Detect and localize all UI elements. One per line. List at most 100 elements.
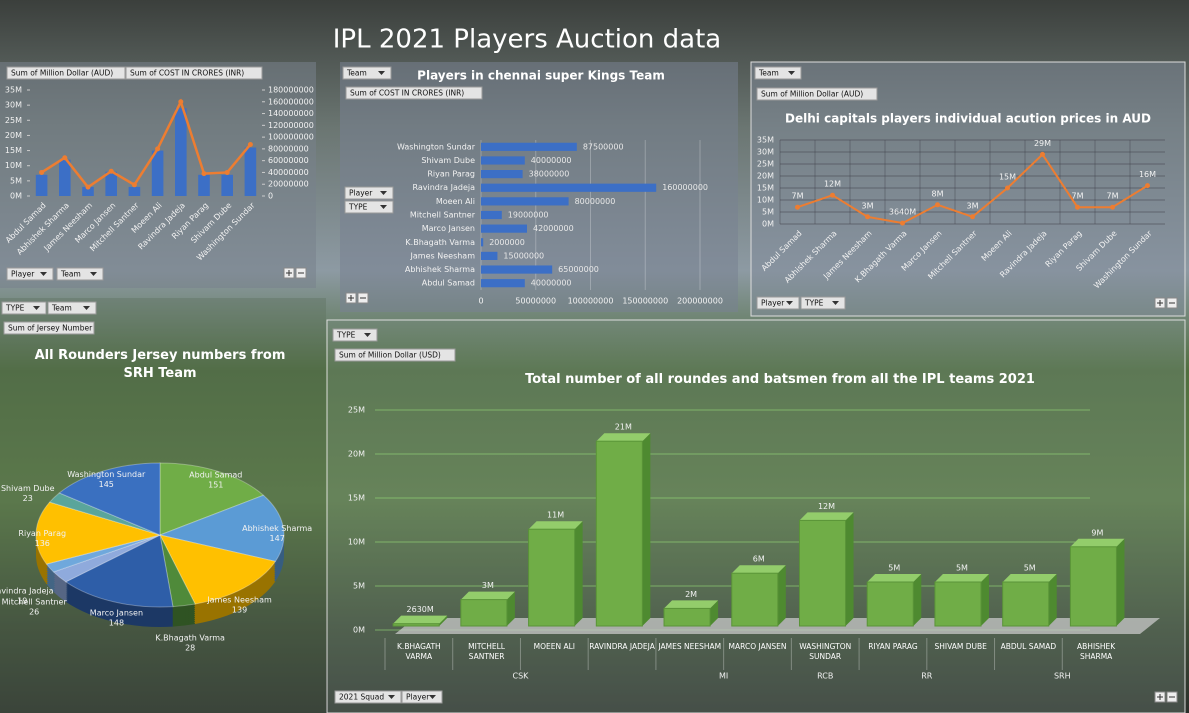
data-label: 15000000 [503,251,544,260]
dashboard-title: IPL 2021 Players Auction data [333,25,721,55]
field-button-bg [6,267,54,281]
y-tick-label: Riyan Parag [427,170,475,179]
field-button-bg [345,86,483,100]
field-button[interactable]: Sum of Million Dollar (AUD) [756,87,878,101]
bar-top [799,512,854,521]
y-tick-label: Abdul Samad [422,279,475,288]
chart-title: Delhi capitals players individual acutio… [785,112,1151,126]
data-label: 12M [824,180,841,189]
dropdown-icon [788,71,795,75]
bar [481,183,657,192]
bar-side [642,433,651,626]
field-button-bg [344,200,394,214]
line-marker [155,146,161,152]
field-button[interactable]: TYPE [800,296,846,310]
field-button[interactable]: Player [756,296,800,310]
bar [175,108,187,196]
field-button[interactable]: Sum of COST IN CRORES (INR) [125,66,263,80]
y-tick-label: 5M [762,208,774,217]
field-button-label: Player [761,299,785,308]
x-tick-label: 50000000 [515,297,556,306]
bar [151,150,164,196]
y-tick-label: 25M [757,160,774,169]
x-tick-label: 100000000 [568,297,614,306]
data-label: 3M [967,201,979,210]
bar-top [528,521,583,530]
bar [460,599,508,627]
zoom-buttons[interactable] [283,267,1178,703]
y-tick-label: 0M [10,192,22,201]
pie-slice [35,501,162,565]
line-marker [795,204,800,210]
bar [731,572,779,627]
slice-label-value: 26 [29,607,39,616]
data-label: 3M [482,581,494,590]
field-button[interactable]: Team [342,66,392,80]
line-marker [830,192,835,198]
field-button[interactable]: Team [47,301,97,315]
bar-side [574,521,583,626]
field-button[interactable]: Sum of Million Dollar (USD) [334,348,456,362]
y-tick-label: Abhishek Sharma [405,265,475,274]
dropdown-icon [832,301,839,305]
y-tick-label: 30M [5,101,22,110]
bar [481,251,498,260]
y-tick-label: 10M [5,161,22,170]
field-button-label: Sum of Million Dollar (AUD) [11,69,113,78]
pie-slice [58,462,161,536]
field-button[interactable]: Sum of Jersey Number [3,321,95,335]
field-button[interactable]: TYPE [344,200,394,214]
slice-label-name: Abhishek Sharma [242,523,312,532]
pie-slice [159,534,196,608]
field-button[interactable]: TYPE [1,301,47,315]
field-button-bg [342,66,392,80]
data-label: 160000000 [662,183,708,192]
field-button[interactable]: Player [6,267,54,281]
y2-tick-label: 120000000 [268,121,314,130]
x-tick-label: 200000000 [677,297,723,306]
group-label: SRH [1054,672,1071,681]
slice-label-value: 151 [208,480,223,489]
dropdown-icon [90,272,97,276]
data-label: 29M [1034,139,1051,148]
slice-label-value: 148 [109,618,124,627]
field-button[interactable]: Sum of COST IN CRORES (INR) [345,86,483,100]
line-marker [39,169,45,175]
bar [798,519,847,627]
y2-tick-label: 40000000 [268,168,309,177]
y-tick-label: Moeen Ali [436,197,475,206]
bar-top [596,433,651,442]
field-button-bg [332,328,378,342]
bar-top [867,574,922,582]
line-marker [1005,185,1010,191]
slice-label-name: Shivam Dube [1,484,55,493]
field-button[interactable]: Player [401,690,443,704]
field-button[interactable]: Player [344,186,394,200]
slice-label-name: Washington Sundar [67,470,146,479]
field-button[interactable]: TYPE [332,328,378,342]
dropdown-icon [388,695,395,699]
field-button-bg [1,301,47,315]
bar [105,171,117,196]
chart-title: Players in chennai super Kings Team [417,69,665,83]
field-button[interactable]: Team [56,267,104,281]
pie-slice [159,462,265,536]
y2-tick-label: 160000000 [268,97,314,106]
field-button-label: Team [758,69,779,78]
bar [244,147,257,196]
field-button[interactable]: Team [754,66,802,80]
field-button[interactable]: Sum of Million Dollar (AUD) [6,66,126,80]
bar [59,159,71,196]
group-label: RCB [817,672,833,681]
bar [221,174,233,196]
slice-label-name: Abdul Samad [189,470,242,479]
field-button[interactable]: 2021 Squad [334,690,402,704]
data-label: 5M [888,564,900,573]
pie-slice [52,534,161,583]
bar [481,210,502,220]
data-label: 7M [792,192,804,201]
y-tick-label: Ravindra Jadeja [412,183,475,192]
slice-label-name: Marco Jansen [90,608,143,617]
field-button-bg [334,690,402,704]
